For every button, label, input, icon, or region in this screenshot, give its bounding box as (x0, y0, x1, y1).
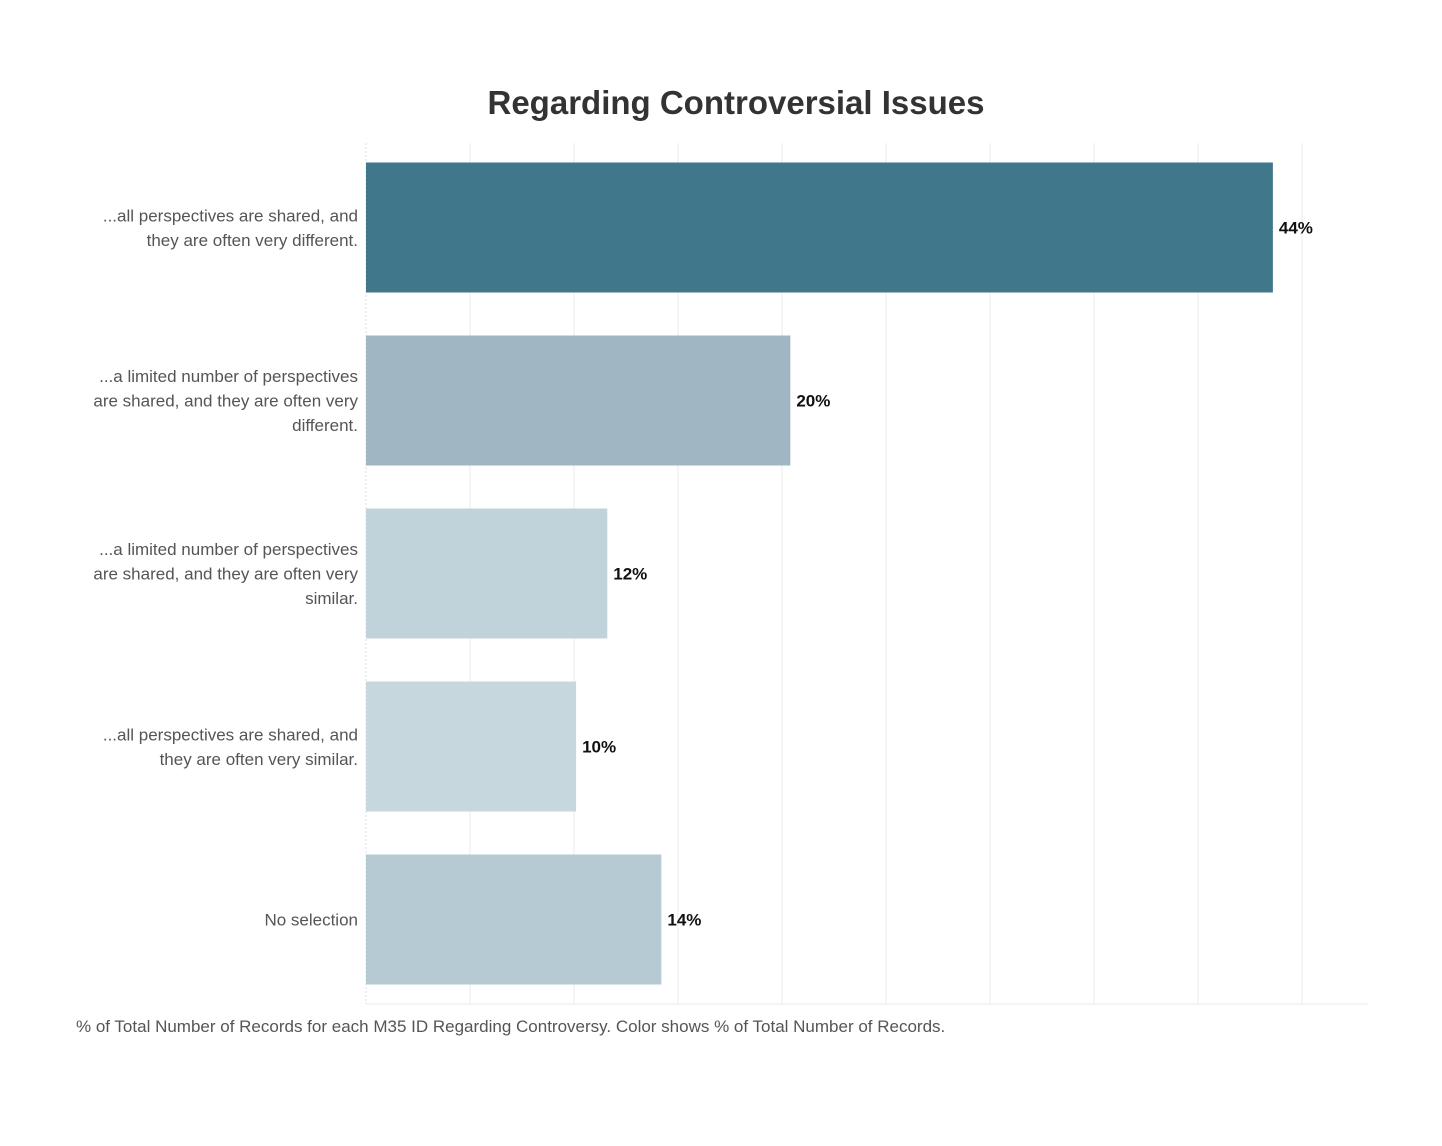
bar (366, 162, 1273, 293)
value-label: 20% (796, 392, 830, 411)
category-label: ...a limited number of perspectives are s… (93, 367, 358, 435)
value-labels: 44% 20% 12% 10% 14% (582, 219, 1313, 930)
category-label: ...all perspectives are shared, and they … (103, 725, 358, 769)
chart-title: Regarding Controversial Issues (487, 84, 985, 121)
category-label: No selection (264, 911, 358, 930)
value-label: 12% (613, 565, 647, 584)
category-label: ...all perspectives are shared, and they … (103, 206, 358, 250)
bars (366, 162, 1273, 985)
category-label: ...a limited number of perspectives are s… (93, 540, 358, 608)
bar (366, 854, 662, 985)
value-label: 14% (667, 911, 701, 930)
bar (366, 681, 577, 812)
chart-caption: % of Total Number of Records for each M3… (76, 1017, 946, 1036)
bar (366, 335, 791, 466)
bar (366, 508, 608, 639)
category-labels: ...all perspectives are shared, and they … (93, 206, 358, 929)
value-label: 44% (1279, 219, 1313, 238)
value-label: 10% (582, 738, 616, 757)
